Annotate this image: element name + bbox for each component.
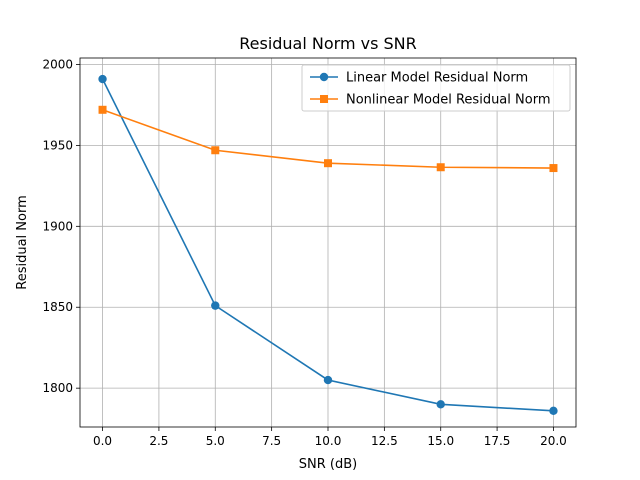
x-tick-label: 10.0 (315, 434, 342, 448)
data-point (549, 164, 558, 173)
chart-title: Residual Norm vs SNR (239, 34, 417, 53)
y-tick-label: 1950 (42, 138, 73, 152)
grid (80, 58, 576, 427)
y-tick-label: 1800 (42, 381, 73, 395)
series-2 (98, 105, 558, 173)
legend-marker (320, 95, 328, 103)
legend-item-2: Nonlinear Model Residual Norm (310, 93, 550, 108)
x-tick-label: 17.5 (484, 434, 511, 448)
data-point (324, 159, 332, 168)
legend-item-1: Linear Model Residual Norm (310, 71, 528, 86)
x-tick-label: 7.5 (262, 434, 281, 448)
x-tick-label: 15.0 (427, 434, 454, 448)
series-group (98, 74, 558, 416)
y-axis-label: Residual Norm (15, 195, 30, 290)
x-tick-label: 0.0 (93, 434, 112, 448)
data-point (549, 406, 558, 416)
data-point (323, 375, 333, 385)
data-point (211, 146, 220, 155)
legend-label: Nonlinear Model Residual Norm (346, 93, 550, 108)
data-point (436, 163, 445, 172)
x-tick-label: 20.0 (540, 434, 567, 448)
y-tick-label: 1900 (42, 219, 73, 233)
y-tick-label: 1850 (42, 300, 73, 314)
legend-label: Linear Model Residual Norm (346, 71, 528, 86)
legend-marker (319, 72, 329, 82)
legend-box (301, 64, 571, 112)
x-tick-label: 2.5 (149, 434, 168, 448)
x-tick-label: 5.0 (206, 434, 225, 448)
x-tick-label: 12.5 (371, 434, 398, 448)
data-point (98, 105, 107, 114)
series-1 (98, 74, 558, 416)
y-tick-label: 2000 (42, 57, 73, 71)
axis-ticks: 0.0 2.5 5.0 7.5 10.0 12.5 15.0 17.5 20.0 1800 1850… (42, 57, 566, 448)
data-point (211, 301, 220, 310)
data-point (436, 400, 445, 409)
data-point (98, 74, 107, 84)
x-axis-label: SNR (dB) (299, 457, 357, 472)
legend: Linear Model Residual Norm Nonlinear Mode… (301, 64, 571, 112)
